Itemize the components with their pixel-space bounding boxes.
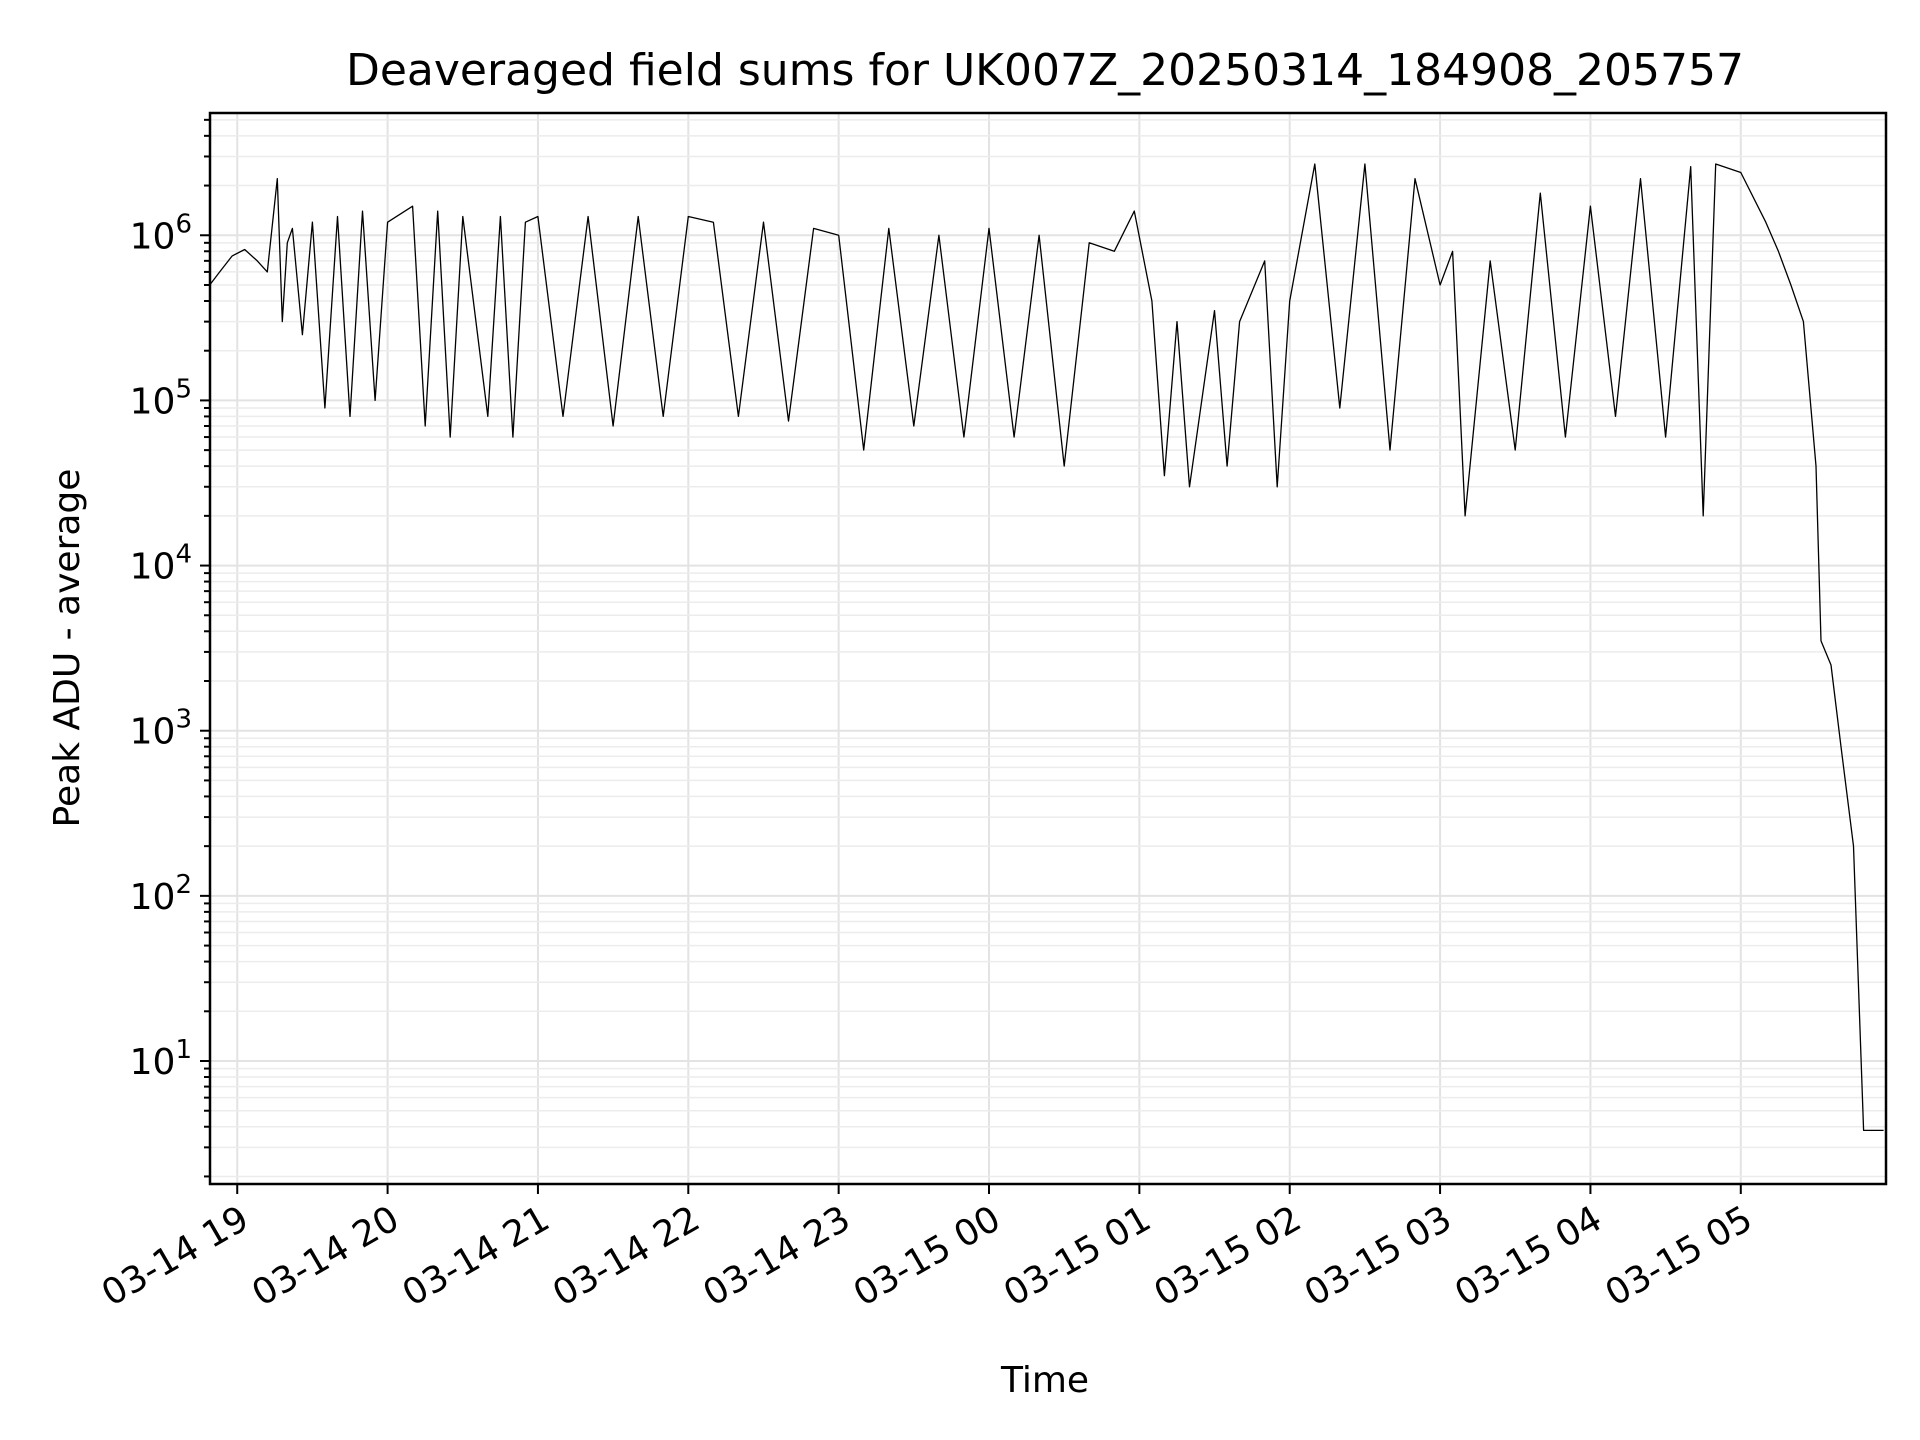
x-tick-label: 03-15 00: [847, 1198, 1008, 1314]
series: [209, 163, 1884, 1132]
x-axis-label: Time: [1000, 1360, 1089, 1401]
x-tick-label: 03-14 20: [245, 1198, 406, 1314]
y-tick-base: 10: [130, 216, 176, 257]
y-axis-label: Peak ADU - average: [47, 469, 88, 828]
y-tick-label: 105: [130, 374, 192, 422]
y-tick-base: 10: [130, 1042, 176, 1083]
y-tick-base: 10: [130, 547, 176, 588]
chart-title: Deaveraged field sums for UK007Z_2025031…: [346, 45, 1744, 96]
y-tick-base: 10: [130, 877, 176, 918]
y-tick-base: 10: [130, 381, 176, 422]
x-tick-label: 03-15 01: [997, 1198, 1158, 1314]
x-tick-label: 03-15 03: [1298, 1198, 1459, 1314]
y-tick-base: 10: [130, 712, 176, 753]
y-tick-exponent: 6: [175, 209, 192, 239]
y-tick-exponent: 4: [175, 540, 192, 570]
y-tick-exponent: 5: [175, 374, 192, 404]
plot-frame: [208, 111, 1888, 1186]
y-tick-label: 104: [130, 540, 192, 588]
x-tick-label: 03-14 19: [95, 1198, 256, 1314]
y-tick-label: 106: [130, 209, 192, 257]
x-tick-label: 03-15 04: [1448, 1198, 1609, 1314]
y-tick-label: 101: [130, 1035, 192, 1083]
y-tick-exponent: 2: [175, 870, 192, 900]
x-tick-label: 03-14 21: [396, 1198, 557, 1314]
x-tick-label: 03-15 02: [1148, 1198, 1309, 1314]
grid: [210, 113, 1886, 1184]
x-tick-label: 03-15 05: [1599, 1198, 1760, 1314]
x-tick-label: 03-14 23: [696, 1198, 857, 1314]
y-tick-exponent: 3: [175, 705, 192, 735]
x-tick-label: 03-14 22: [546, 1198, 707, 1314]
y-tick-exponent: 1: [175, 1035, 192, 1065]
y-tick-label: 102: [130, 870, 192, 918]
series-line: [209, 163, 1884, 1132]
y-tick-label: 103: [130, 705, 192, 753]
